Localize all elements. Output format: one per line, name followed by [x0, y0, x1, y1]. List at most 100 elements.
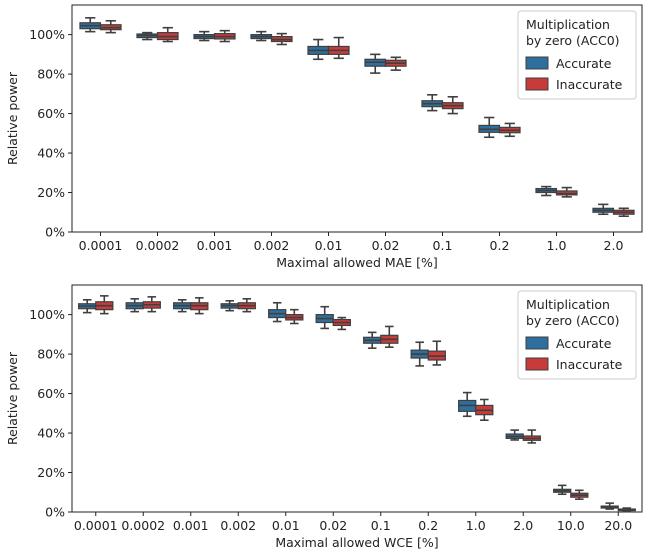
y-axis-label: Relative power: [5, 71, 20, 165]
box-accurate-0.001: [173, 299, 192, 313]
box-accurate-0.0002: [125, 298, 144, 313]
box-accurate-20.0: [600, 502, 619, 510]
x-tick-label: 0.01: [315, 238, 343, 253]
y-tick-label: 80%: [37, 67, 65, 82]
box-inaccurate-0.02: [332, 316, 351, 331]
box-inaccurate-0.1: [441, 95, 464, 115]
y-tick-label: 20%: [37, 465, 65, 480]
box-inaccurate-0.2: [427, 340, 446, 366]
box-inaccurate-20.0: [617, 507, 636, 513]
legend-label-accurate: Accurate: [556, 56, 612, 71]
box-inaccurate-0.001: [213, 29, 236, 43]
x-tick-label: 0.1: [433, 238, 453, 253]
box-inaccurate-0.002: [270, 32, 293, 46]
y-tick-label: 40%: [37, 146, 65, 161]
x-axis-label: Maximal allowed MAE [%]: [276, 255, 438, 270]
y-tick-label: 0%: [45, 225, 65, 240]
legend-frame: [517, 10, 637, 100]
box-accurate-0.02: [364, 53, 387, 74]
legend-label-inaccurate: Inaccurate: [556, 77, 623, 92]
box-accurate-0.1: [363, 331, 382, 349]
box-inaccurate-1.0: [475, 398, 494, 422]
x-tick-label: 0.002: [254, 238, 290, 253]
legend-swatch-accurate: [525, 56, 549, 70]
legend-title-line2: by zero (ACC0): [526, 33, 620, 48]
x-tick-label: 0.001: [173, 518, 209, 533]
legend-title-line1: Multiplication: [526, 297, 610, 312]
x-tick-label: 0.0002: [121, 518, 165, 533]
box-inaccurate-0.01: [327, 36, 350, 60]
box-inaccurate-0.002: [237, 298, 256, 313]
x-tick-label: 0.1: [371, 518, 391, 533]
legend-frame: [517, 290, 637, 380]
x-axis-label: Maximal allowed WCE [%]: [275, 535, 438, 550]
box-accurate-0.2: [478, 116, 501, 139]
box-inaccurate-2.0: [612, 207, 635, 218]
box-accurate-2.0: [592, 203, 615, 216]
box-inaccurate-0.01: [285, 308, 304, 325]
box-inaccurate-1.0: [555, 186, 578, 198]
box-accurate-0.01: [268, 301, 287, 323]
y-tick-label: 60%: [37, 386, 65, 401]
box-accurate-0.0001: [79, 17, 102, 33]
legend-swatch-inaccurate: [525, 357, 549, 371]
x-tick-label: 2.0: [604, 238, 624, 253]
box-inaccurate-0.0001: [95, 295, 114, 315]
x-tick-label: 10.0: [557, 518, 585, 533]
legend-title-line2: by zero (ACC0): [526, 313, 620, 328]
box-inaccurate-0.0002: [142, 296, 161, 313]
x-tick-label: 20.0: [604, 518, 632, 533]
x-tick-label: 0.02: [372, 238, 400, 253]
x-tick-label: 0.2: [490, 238, 510, 253]
box-accurate-0.2: [410, 341, 429, 367]
x-tick-label: 1.0: [547, 238, 567, 253]
x-tick-label: 0.02: [319, 518, 347, 533]
y-tick-label: 40%: [37, 426, 65, 441]
box-accurate-0.0001: [78, 299, 97, 314]
x-tick-label: 0.2: [418, 518, 438, 533]
box-inaccurate-0.02: [384, 56, 407, 71]
legend-swatch-inaccurate: [525, 77, 549, 91]
box-inaccurate-0.001: [190, 297, 209, 315]
box-inaccurate-0.0001: [99, 19, 122, 34]
y-tick-label: 20%: [37, 185, 65, 200]
box-accurate-0.01: [307, 38, 330, 61]
x-tick-label: 0.001: [197, 238, 233, 253]
x-tick-label: 1.0: [466, 518, 486, 533]
plot-frame: [71, 4, 643, 233]
y-axis-label: Relative power: [5, 351, 20, 445]
box-accurate-1.0: [458, 391, 477, 418]
box-inaccurate-0.0002: [156, 26, 179, 43]
chart-panel-2: 0% 20% 40% 60% 80% 100% 0.0001 0.0002 0.001 0.002…: [5, 284, 643, 550]
y-tick-label: 100%: [29, 27, 65, 42]
box-accurate-0.002: [250, 30, 273, 42]
y-tick-label: 60%: [37, 106, 65, 121]
box-accurate-0.002: [220, 299, 239, 312]
chart-panel-1: 0% 20% 40% 60% 80% 100% 0.0001 0.0002 0.001 0.002…: [5, 4, 643, 270]
legend-label-inaccurate: Inaccurate: [556, 357, 623, 372]
plot-frame: [71, 284, 643, 513]
box-inaccurate-0.1: [380, 325, 399, 348]
x-tick-label: 0.0001: [79, 238, 123, 253]
box-inaccurate-2.0: [522, 429, 541, 444]
box-accurate-0.02: [315, 305, 334, 330]
legend-label-accurate: Accurate: [556, 336, 612, 351]
box-accurate-10.0: [553, 484, 572, 496]
x-tick-label: 2.0: [513, 518, 533, 533]
y-tick-label: 80%: [37, 347, 65, 362]
x-tick-label: 0.0001: [74, 518, 118, 533]
y-tick-label: 0%: [45, 505, 65, 520]
x-tick-label: 0.002: [220, 518, 256, 533]
box-accurate-0.0002: [136, 31, 159, 41]
x-tick-label: 0.0002: [136, 238, 180, 253]
y-tick-label: 100%: [29, 307, 65, 322]
box-inaccurate-10.0: [570, 489, 589, 500]
legend-title-line1: Multiplication: [526, 17, 610, 32]
box-inaccurate-0.2: [498, 122, 521, 138]
box-accurate-1.0: [535, 185, 558, 197]
box-accurate-0.1: [421, 94, 444, 112]
legend-swatch-accurate: [525, 336, 549, 350]
